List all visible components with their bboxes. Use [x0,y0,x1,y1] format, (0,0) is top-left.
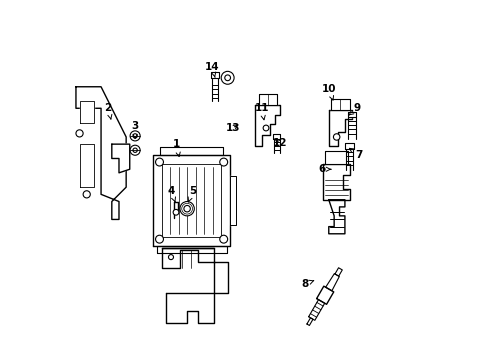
Polygon shape [80,144,94,187]
Polygon shape [80,101,94,123]
Circle shape [133,148,137,152]
Circle shape [183,206,190,212]
Circle shape [333,134,339,140]
Text: 5: 5 [188,186,196,202]
Text: 2: 2 [104,103,112,119]
Polygon shape [160,147,223,155]
Polygon shape [162,164,221,237]
Circle shape [219,158,227,166]
Circle shape [83,191,90,198]
Polygon shape [165,293,214,323]
Circle shape [76,130,83,137]
Polygon shape [328,110,351,146]
Polygon shape [273,134,280,139]
Text: 1: 1 [172,139,180,157]
Polygon shape [258,94,276,105]
Polygon shape [153,155,230,246]
Circle shape [133,134,137,138]
Text: 4: 4 [167,186,175,202]
Text: 8: 8 [301,279,313,289]
Polygon shape [325,151,348,164]
Text: 13: 13 [225,123,240,133]
Text: 10: 10 [321,84,335,100]
Text: 3: 3 [131,121,139,139]
Circle shape [130,131,140,141]
Circle shape [219,235,227,243]
Circle shape [168,255,173,260]
Circle shape [180,202,194,216]
Polygon shape [156,246,226,253]
Polygon shape [162,248,228,293]
Polygon shape [323,164,349,200]
Polygon shape [325,274,339,291]
Polygon shape [334,268,342,276]
Text: 11: 11 [254,103,268,120]
Circle shape [155,235,163,243]
Polygon shape [255,105,280,146]
Polygon shape [112,144,129,173]
Text: 6: 6 [317,164,330,174]
Text: 14: 14 [204,62,219,77]
Circle shape [173,210,179,215]
Polygon shape [330,99,349,110]
Polygon shape [230,176,235,225]
Polygon shape [345,143,353,149]
Text: 12: 12 [273,139,287,148]
Circle shape [224,75,230,81]
Polygon shape [328,200,344,234]
Circle shape [155,158,163,166]
Polygon shape [347,112,356,117]
Polygon shape [306,318,312,325]
Text: 9: 9 [348,103,360,115]
Circle shape [221,71,234,84]
Text: 7: 7 [349,148,362,160]
Polygon shape [316,286,333,304]
Polygon shape [308,300,324,320]
Polygon shape [76,87,126,220]
Circle shape [130,145,140,155]
Circle shape [263,125,268,131]
Polygon shape [210,72,219,78]
